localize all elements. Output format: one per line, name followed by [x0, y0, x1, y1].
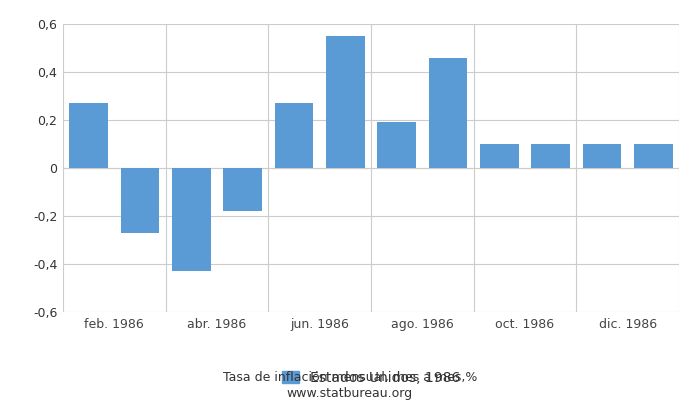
Bar	[634, 144, 673, 168]
Text: Tasa de inflación mensual, mes a mes,%: Tasa de inflación mensual, mes a mes,%	[223, 372, 477, 384]
Bar	[120, 168, 160, 233]
Bar	[69, 103, 108, 168]
Bar	[326, 36, 365, 168]
Bar	[531, 144, 570, 168]
Bar	[480, 144, 519, 168]
Bar	[274, 103, 314, 168]
Bar	[223, 168, 262, 211]
Text: www.statbureau.org: www.statbureau.org	[287, 388, 413, 400]
Bar	[428, 58, 467, 168]
Bar	[172, 168, 211, 271]
Bar	[377, 122, 416, 168]
Bar	[582, 144, 622, 168]
Legend: Estados Unidos, 1986: Estados Unidos, 1986	[282, 371, 460, 385]
